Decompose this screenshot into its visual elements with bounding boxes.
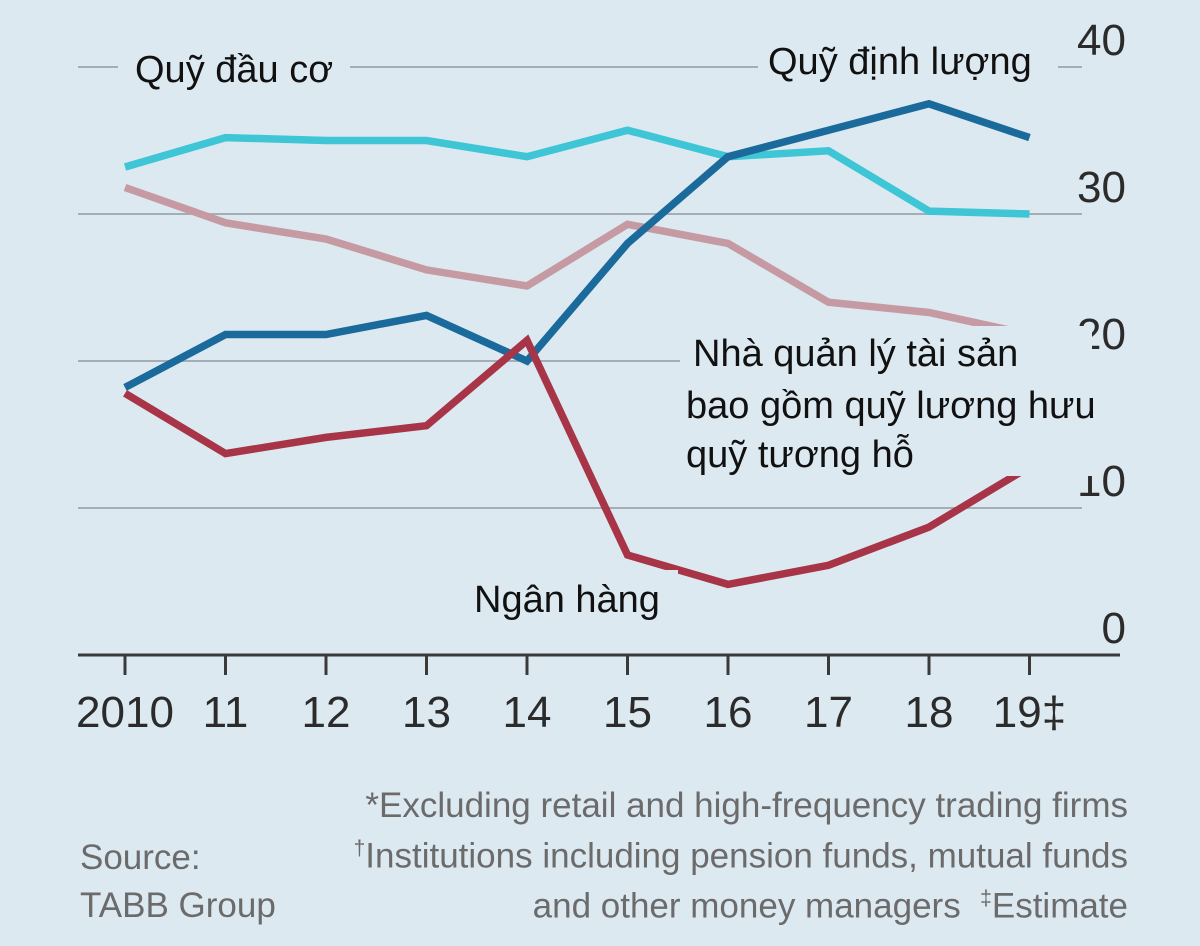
footnote-1: *Excluding retail and high-frequency tra… — [365, 786, 1128, 825]
x-tick-label-8: 18 — [905, 688, 954, 737]
source-line-1: Source: — [80, 838, 201, 877]
label-bg-hedge-funds — [118, 46, 350, 92]
y-tick-label-40: 40 — [1077, 16, 1126, 65]
label-bg-asset-managers — [680, 326, 1092, 476]
x-tick-label-9: 19‡ — [993, 688, 1066, 737]
x-tick-label-0: 2010 — [76, 688, 174, 737]
double-dagger-marker: ‡ — [980, 887, 992, 910]
x-tick-label-4: 14 — [503, 688, 552, 737]
footnote-2: †Institutions including pension funds, m… — [354, 838, 1128, 874]
series-label-quant-funds: Quỹ định lượng — [768, 41, 1032, 83]
x-axis — [78, 653, 1120, 675]
footnote-3-text: and other money managers — [532, 886, 961, 926]
series-line-banks — [123, 334, 1032, 589]
footnote-3-estimate: Estimate — [991, 886, 1128, 926]
y-tick-label-0: 0 — [1102, 604, 1126, 653]
series-lines — [123, 99, 1032, 589]
series-line-asset-managers — [123, 183, 1031, 339]
x-tick-label-5: 15 — [603, 688, 652, 737]
series-label-asset-managers-line1: Nhà quản lý tài sản — [693, 333, 1018, 375]
label-bg-quant-funds — [758, 38, 1058, 84]
x-tick-label-2: 12 — [302, 688, 351, 737]
series-label-hedge-funds: Quỹ đầu cơ — [135, 49, 333, 91]
y-tick-label-30: 30 — [1077, 163, 1126, 212]
series-label-banks: Ngân hàng — [474, 579, 660, 621]
footnote-3: and other money managers ‡Estimate — [533, 888, 1128, 924]
series-line-quant-funds — [123, 99, 1031, 391]
dagger-marker: † — [353, 837, 366, 860]
series-label-asset-managers-line3: quỹ tương hỗ — [686, 433, 914, 476]
label-bg-banks — [468, 570, 678, 622]
source-line-2: TABB Group — [80, 886, 276, 925]
x-tick-label-7: 17 — [804, 688, 853, 737]
x-axis-labels: 2010 11 12 13 14 15 16 17 18 19‡ — [76, 688, 1066, 737]
x-tick-label-3: 13 — [402, 688, 451, 737]
footnote-2-text: Institutions including pension funds, mu… — [365, 836, 1128, 876]
x-tick-label-1: 11 — [203, 688, 249, 737]
series-label-asset-managers-line2: bao gồm quỹ lương hưu — [686, 385, 1096, 427]
series-line-hedge-funds — [123, 126, 1030, 218]
series-labels: Quỹ đầu cơ Quỹ định lượng Nhà quản lý tà… — [118, 38, 1096, 622]
x-tick-label-6: 16 — [704, 688, 753, 737]
